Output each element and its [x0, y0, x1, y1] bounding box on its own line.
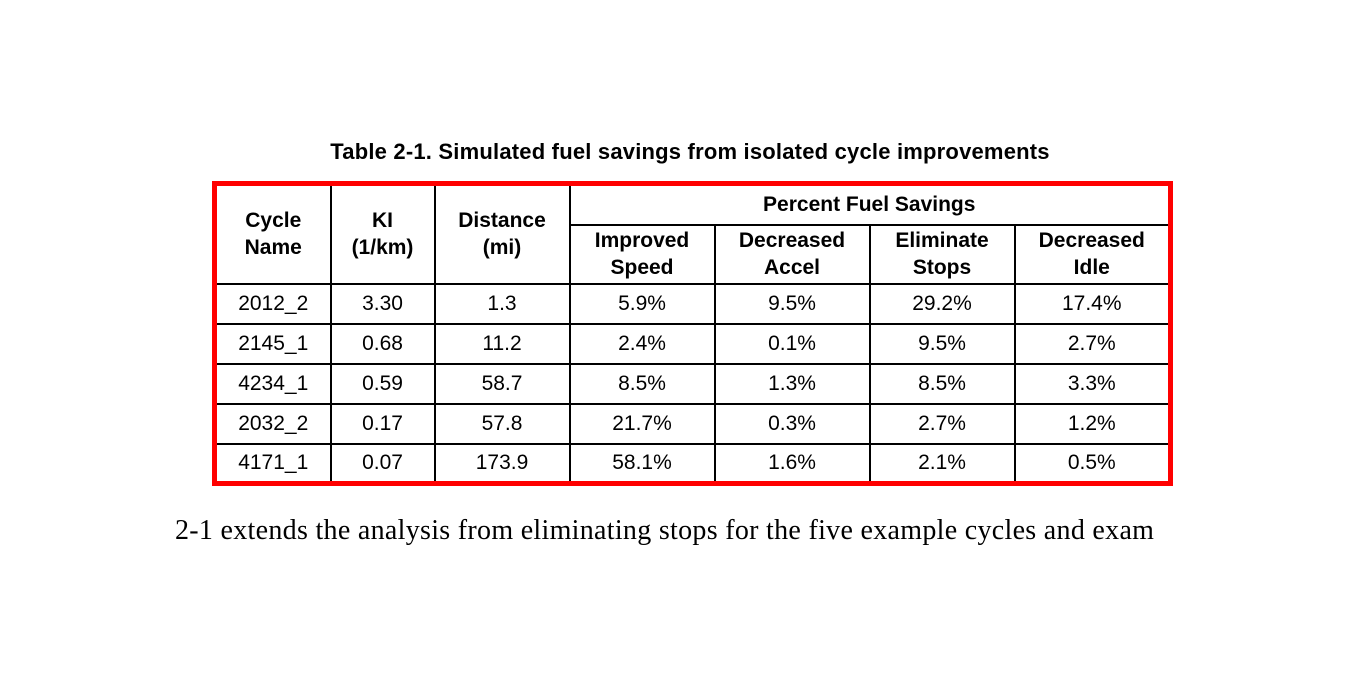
cell-ki: 0.07 — [329, 442, 436, 485]
cell-eliminate-stops: 2.7% — [868, 402, 1016, 445]
table-title: Table 2-1. Simulated fuel savings from i… — [330, 139, 1050, 164]
cell-eliminate-stops: 9.5% — [868, 322, 1016, 365]
cell-distance: 11.2 — [433, 322, 571, 365]
col-header-improved-speed: Improved Speed — [568, 223, 716, 285]
col-header-distance: Distance (mi) — [433, 182, 571, 285]
cell-decreased-accel: 0.3% — [713, 402, 871, 445]
cell-improved-speed: 21.7% — [568, 402, 716, 445]
cell-ki: 0.17 — [329, 402, 436, 445]
cell-decreased-idle: 2.7% — [1013, 322, 1172, 365]
table-row: 4171_1 0.07 173.9 58.1% 1.6% 2.1% 0.5% — [213, 442, 1172, 485]
cell-decreased-idle: 17.4% — [1013, 282, 1172, 325]
col-header-cycle-name: Cycle Name — [213, 182, 332, 285]
header-row-group: Cycle Name KI (1/km) Distance (mi) Perce… — [213, 182, 1172, 285]
cell-decreased-idle: 3.3% — [1013, 362, 1172, 405]
cell-cycle-name: 4171_1 — [213, 442, 332, 485]
data-table: Cycle Name KI (1/km) Distance (mi) Perce… — [212, 181, 1173, 486]
cell-improved-speed: 58.1% — [568, 442, 716, 485]
col-header-decreased-idle: Decreased Idle — [1013, 223, 1172, 285]
cell-decreased-idle: 0.5% — [1013, 442, 1172, 485]
cell-ki: 3.30 — [329, 282, 436, 325]
cell-improved-speed: 2.4% — [568, 322, 716, 365]
cell-ki: 0.68 — [329, 322, 436, 365]
cell-decreased-idle: 1.2% — [1013, 402, 1172, 445]
cell-improved-speed: 8.5% — [568, 362, 716, 405]
cell-decreased-accel: 0.1% — [713, 322, 871, 365]
body-paragraph-text: 2-1 extends the analysis from eliminatin… — [175, 515, 1155, 546]
cell-improved-speed: 5.9% — [568, 282, 716, 325]
table-row: 4234_1 0.59 58.7 8.5% 1.3% 8.5% 3.3% — [213, 362, 1172, 405]
cell-cycle-name: 4234_1 — [213, 362, 332, 405]
cell-eliminate-stops: 2.1% — [868, 442, 1016, 485]
header-row-sub: Improved Speed Decreased Accel Eliminate… — [215, 223, 1172, 285]
col-header-decreased-accel: Decreased Accel — [713, 223, 871, 285]
cell-decreased-accel: 9.5% — [713, 282, 871, 325]
cell-cycle-name: 2012_2 — [213, 282, 332, 325]
table-row: 2145_1 0.68 11.2 2.4% 0.1% 9.5% 2.7% — [213, 322, 1172, 365]
cell-decreased-accel: 1.6% — [713, 442, 871, 485]
cell-distance: 57.8 — [433, 402, 571, 445]
table-row: 2032_2 0.17 57.8 21.7% 0.3% 2.7% 1.2% — [213, 402, 1172, 445]
cell-eliminate-stops: 29.2% — [868, 282, 1016, 325]
cell-cycle-name: 2145_1 — [213, 322, 332, 365]
cell-ki: 0.59 — [329, 362, 436, 405]
col-header-eliminate-stops: Eliminate Stops — [868, 223, 1016, 285]
cell-distance: 1.3 — [433, 282, 571, 325]
cell-eliminate-stops: 8.5% — [868, 362, 1016, 405]
cell-decreased-accel: 1.3% — [713, 362, 871, 405]
cell-cycle-name: 2032_2 — [213, 402, 332, 445]
cell-distance: 58.7 — [433, 362, 571, 405]
table-row: 2012_2 3.30 1.3 5.9% 9.5% 29.2% 17.4% — [213, 282, 1172, 325]
cell-distance: 173.9 — [433, 442, 571, 485]
col-header-ki: KI (1/km) — [329, 182, 436, 285]
fuel-savings-table: Cycle Name KI (1/km) Distance (mi) Perce… — [212, 181, 1173, 486]
col-header-percent-fuel-savings: Percent Fuel Savings — [568, 182, 1172, 226]
